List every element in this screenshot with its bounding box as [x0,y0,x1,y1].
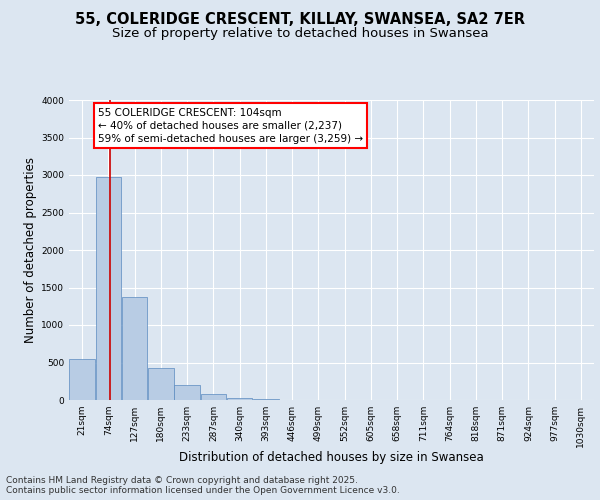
Text: 55, COLERIDGE CRESCENT, KILLAY, SWANSEA, SA2 7ER: 55, COLERIDGE CRESCENT, KILLAY, SWANSEA,… [75,12,525,28]
Bar [95,178,121,400]
Bar [70,359,95,400]
Bar [227,398,253,400]
X-axis label: Distribution of detached houses by size in Swansea: Distribution of detached houses by size … [179,451,484,464]
Y-axis label: Number of detached properties: Number of detached properties [24,157,37,343]
Text: Contains HM Land Registry data © Crown copyright and database right 2025.
Contai: Contains HM Land Registry data © Crown c… [6,476,400,495]
Bar [200,394,226,400]
Bar [122,297,148,400]
Bar [148,368,173,400]
Bar [175,385,200,400]
Text: Size of property relative to detached houses in Swansea: Size of property relative to detached ho… [112,28,488,40]
Text: 55 COLERIDGE CRESCENT: 104sqm
← 40% of detached houses are smaller (2,237)
59% o: 55 COLERIDGE CRESCENT: 104sqm ← 40% of d… [98,108,363,144]
Bar [253,399,278,400]
